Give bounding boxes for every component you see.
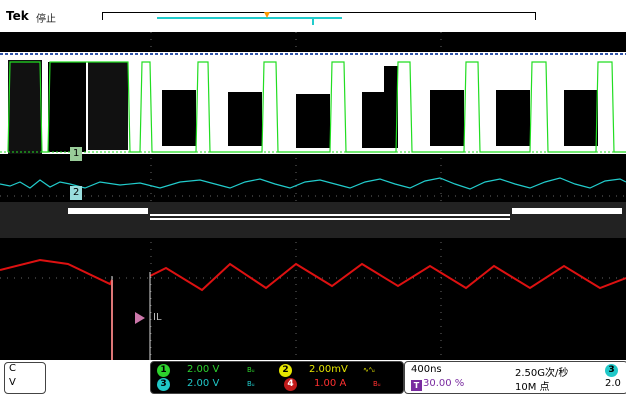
ch2-ground-marker[interactable]: 2 <box>70 186 83 200</box>
ch4-scale: 1.00 A <box>314 378 347 389</box>
ch1-bandwidth-icon: Bᵤ <box>247 366 255 374</box>
ch4-ground-arrow[interactable] <box>135 312 145 324</box>
horizontal-scale: 400ns <box>411 364 442 375</box>
left-readout-line2: V <box>9 377 16 388</box>
ch4-badge[interactable]: 4 <box>284 378 297 391</box>
acquisition-state: 停止 <box>36 14 56 25</box>
ch2-badge[interactable]: 2 <box>279 364 292 377</box>
ch3-trace-band <box>0 202 626 238</box>
trigger-source-badge[interactable]: 3 <box>605 364 618 377</box>
trigger-level: 2.0 <box>605 378 621 389</box>
ch3-scale: 2.00 V <box>187 378 220 389</box>
ch1-scale: 2.00 V <box>187 364 220 375</box>
record-length: 10M 点 <box>515 382 550 393</box>
top-status-bar: Tek 停止 <box>0 0 626 32</box>
left-readout-line1: C <box>9 363 16 374</box>
record-view-bar[interactable] <box>102 12 536 20</box>
graticule <box>0 32 626 360</box>
trigger-position-marker[interactable] <box>264 12 270 18</box>
ch4-inductor-current-trace <box>0 258 626 360</box>
timebase-readout-box[interactable]: 400ns 2.50G次/秒 3 T 30.00 % 10M 点 2.0 <box>404 361 626 394</box>
ch4-bandwidth-icon: Bᵤ <box>373 380 381 388</box>
ch4-label-il: IL <box>153 312 162 323</box>
bottom-status-bar: C V 1 2.00 V Bᵤ 2 2.00mV ∿ᴬᵤ 3 2.00 V Bᵤ… <box>0 360 626 394</box>
ch1-ground-marker[interactable]: 1 <box>70 147 83 161</box>
ch1-switch-node-trace <box>0 52 626 154</box>
waveform-display[interactable] <box>0 32 626 360</box>
record-view-window[interactable] <box>157 17 342 19</box>
expansion-point-marker <box>312 19 314 25</box>
ch3-bandwidth-icon: Bᵤ <box>247 380 255 388</box>
trigger-position-icon: T <box>411 380 422 391</box>
ch2-trace <box>0 177 626 190</box>
left-readout-box[interactable]: C V <box>4 362 46 394</box>
trigger-position-value: 30.00 % <box>423 378 465 389</box>
sample-rate: 2.50G次/秒 <box>515 368 569 379</box>
ch2-bandwidth-icon: ∿ᴬᵤ <box>363 366 375 374</box>
brand-logo: Tek <box>6 9 29 23</box>
ch2-scale: 2.00mV <box>309 364 348 375</box>
channel-readout-box[interactable]: 1 2.00 V Bᵤ 2 2.00mV ∿ᴬᵤ 3 2.00 V Bᵤ 4 1… <box>150 361 404 394</box>
ch3-badge[interactable]: 3 <box>157 378 170 391</box>
ch1-badge[interactable]: 1 <box>157 364 170 377</box>
